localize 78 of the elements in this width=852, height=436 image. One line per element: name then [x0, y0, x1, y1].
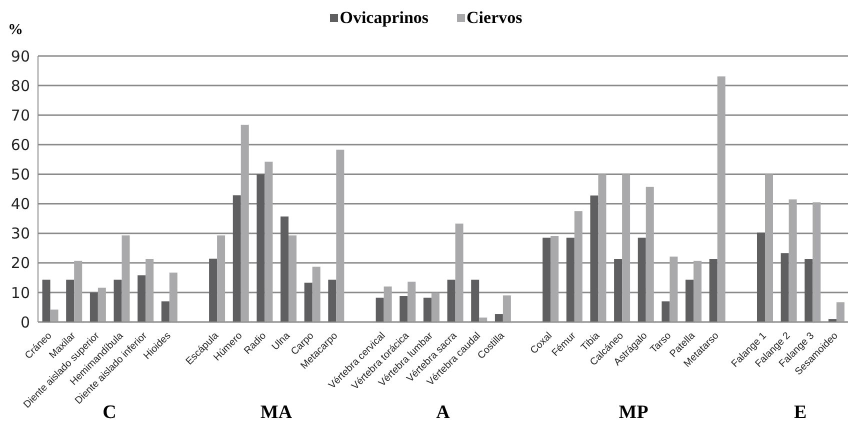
bar: [646, 186, 654, 322]
bar: [804, 259, 813, 322]
text: MP: [618, 402, 650, 424]
bar: [98, 288, 106, 322]
bar: [146, 259, 154, 322]
bar: [264, 162, 273, 322]
bar: [788, 199, 797, 322]
bar: [479, 318, 488, 322]
bar: [408, 282, 416, 322]
text: A: [435, 402, 451, 424]
bar: [622, 174, 630, 322]
y-tick-label: 50: [10, 166, 30, 184]
bar: [447, 280, 456, 322]
bar: [780, 253, 789, 322]
bar: [74, 260, 82, 322]
bar: [686, 280, 694, 322]
y-tick-label: 20: [10, 254, 30, 272]
bar: [709, 259, 718, 322]
bar: [764, 174, 773, 322]
bar: [550, 236, 559, 322]
bar: [455, 224, 464, 322]
bar: [217, 235, 226, 322]
bar: [312, 266, 320, 322]
legend-label: Ovicaprinos: [340, 8, 429, 28]
bar: [431, 292, 440, 322]
y-tick-label: 30: [10, 224, 30, 243]
bar: [122, 235, 130, 322]
y-tick-label: 90: [10, 47, 30, 66]
y-tick-label: 70: [10, 106, 30, 124]
bar: [756, 232, 765, 322]
bar: [240, 124, 249, 322]
bar: [384, 286, 392, 322]
text: E: [793, 402, 808, 424]
bar: [336, 150, 344, 322]
bar: [288, 235, 297, 322]
bar: [114, 280, 122, 322]
bar: [400, 296, 408, 322]
y-tick-label: 0: [20, 313, 30, 332]
bar: [694, 260, 702, 322]
bar: [50, 310, 58, 322]
bar: [423, 298, 432, 322]
bar: [638, 238, 646, 322]
bar: [670, 256, 678, 322]
bar: [662, 301, 670, 322]
x-tick-label: Ulna: [270, 330, 293, 353]
bar: [574, 211, 582, 322]
bar: [169, 272, 178, 322]
bar: [614, 259, 622, 322]
y-tick-label: 60: [10, 136, 30, 154]
bar: [598, 174, 606, 322]
bar: [232, 195, 241, 322]
text: MA: [259, 402, 294, 424]
bar: [328, 280, 336, 322]
bar: [376, 298, 384, 322]
bar: [161, 301, 170, 322]
bar: [566, 238, 574, 322]
bar: [304, 282, 312, 322]
legend-label: Ciervos: [466, 8, 522, 28]
bar: [812, 202, 821, 322]
bar: [42, 280, 50, 322]
bar: [280, 216, 289, 322]
bar: [590, 196, 598, 322]
y-tick-label: 80: [10, 76, 30, 95]
y-axis-title: %: [8, 22, 23, 39]
bar: [256, 174, 265, 322]
bar: [138, 275, 146, 322]
bar: [502, 295, 511, 322]
bar: [209, 258, 218, 322]
bar: [471, 280, 480, 322]
bar: [66, 280, 74, 322]
y-tick-label: 40: [10, 195, 30, 214]
y-tick-label: 10: [10, 284, 30, 302]
bar: [494, 314, 503, 322]
text: C: [102, 402, 116, 423]
bar: [717, 76, 726, 322]
bar: [90, 292, 98, 322]
bar: [836, 302, 844, 322]
bar: [542, 238, 551, 322]
